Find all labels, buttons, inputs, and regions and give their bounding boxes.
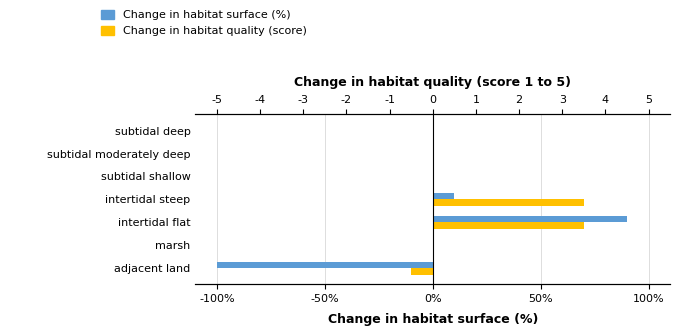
Bar xyxy=(433,199,584,206)
X-axis label: Change in habitat quality (score 1 to 5): Change in habitat quality (score 1 to 5) xyxy=(295,77,571,89)
Bar xyxy=(433,222,584,229)
Bar xyxy=(217,262,433,268)
Legend: Change in habitat surface (%), Change in habitat quality (score): Change in habitat surface (%), Change in… xyxy=(96,6,311,41)
Bar xyxy=(433,193,454,199)
Bar xyxy=(411,268,433,275)
X-axis label: Change in habitat surface (%): Change in habitat surface (%) xyxy=(327,313,538,326)
Bar xyxy=(433,216,627,222)
